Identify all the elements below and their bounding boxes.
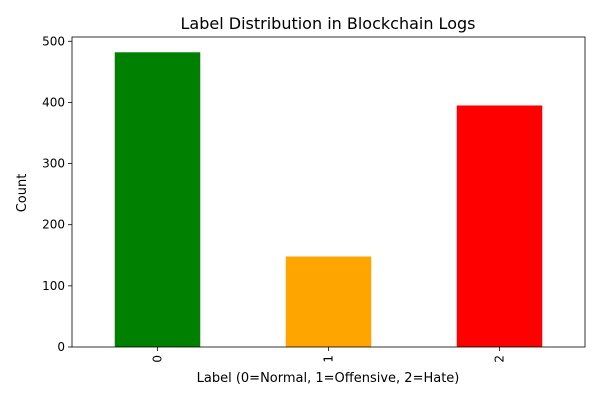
x-axis-label: Label (0=Normal, 1=Offensive, 2=Hate) bbox=[197, 371, 460, 386]
x-tick-label-2: 2 bbox=[493, 355, 507, 363]
y-tick-label-0: 0 bbox=[57, 340, 65, 354]
plot-area: 0 100 200 300 400 500 0 1 2 bbox=[42, 34, 586, 363]
y-tick-label-200: 200 bbox=[42, 218, 65, 232]
y-tick-label-400: 400 bbox=[42, 95, 65, 109]
bar-2 bbox=[456, 105, 543, 347]
x-tick-label-1: 1 bbox=[322, 355, 336, 363]
y-axis-label: Count bbox=[15, 174, 30, 213]
y-tick-label-300: 300 bbox=[42, 157, 65, 171]
y-tick-label-100: 100 bbox=[42, 279, 65, 293]
bar-1 bbox=[285, 256, 372, 347]
bar-0 bbox=[114, 52, 201, 347]
axes-frame bbox=[71, 36, 586, 348]
chart-title: Label Distribution in Blockchain Logs bbox=[181, 14, 476, 33]
x-tick-label-0: 0 bbox=[151, 355, 165, 363]
y-tick-label-500: 500 bbox=[42, 34, 65, 48]
